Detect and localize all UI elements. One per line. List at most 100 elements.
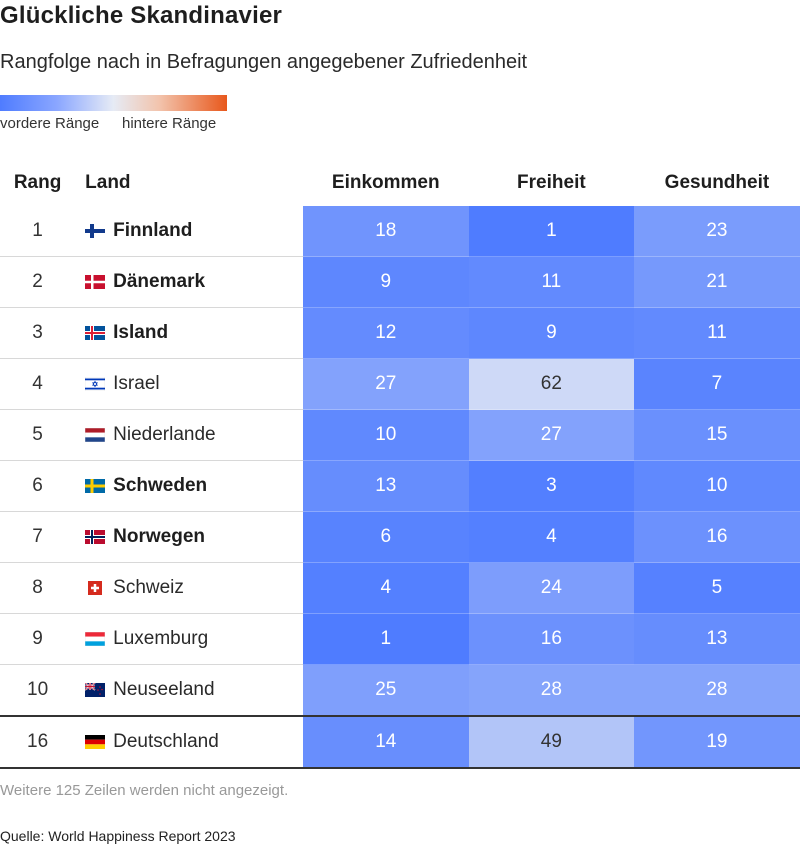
table-row: 8 Schweiz 4 24 5 [0, 562, 800, 614]
hidden-rows-note: Weitere 125 Zeilen werden nicht angezeig… [0, 782, 289, 799]
value-cell-income: 4 [302, 562, 469, 614]
table-row: 1 Finnland 18 1 23 [0, 206, 800, 257]
table-row: 10 Neuseeland 25 28 28 [0, 664, 800, 717]
rank-cell: 8 [0, 562, 76, 614]
rank-cell: 2 [0, 256, 76, 308]
value-cell-health: 5 [633, 562, 800, 614]
new-zealand-flag-icon [85, 683, 106, 697]
rank-cell: 5 [0, 409, 76, 461]
chart-subtitle: Rangfolge nach in Befragungen angegebene… [0, 51, 528, 73]
rank-cell: 1 [0, 206, 76, 257]
column-header-health: Gesundheit [664, 172, 770, 193]
country-name: Island [113, 322, 169, 343]
country-cell: Island [75, 307, 303, 359]
value-cell-health: 10 [633, 460, 800, 512]
value-cell-income: 18 [302, 206, 469, 257]
rank-cell: 3 [0, 307, 76, 359]
value-cell-freedom: 4 [468, 511, 634, 563]
country-name: Finnland [113, 220, 193, 241]
country-cell: Finnland [75, 206, 303, 257]
legend-label-left: vordere Ränge [0, 115, 100, 132]
value-cell-health: 13 [633, 613, 800, 665]
rank-cell: 7 [0, 511, 76, 563]
legend-gradient-bar [0, 95, 227, 111]
country-name: Deutschland [113, 731, 219, 752]
value-cell-freedom: 9 [468, 307, 634, 359]
value-cell-health: 28 [633, 664, 800, 717]
table-row: 2 Dänemark 9 11 21 [0, 256, 800, 308]
country-name: Neuseeland [113, 679, 215, 700]
value-cell-freedom: 3 [468, 460, 634, 512]
table-header-row: Rang Land Einkommen Freiheit Gesundheit [0, 160, 800, 206]
value-cell-health: 23 [633, 206, 800, 257]
value-cell-health: 11 [633, 307, 800, 359]
value-cell-freedom: 11 [468, 256, 634, 308]
rank-cell: 6 [0, 460, 76, 512]
table-row: 5 Niederlande 10 27 15 [0, 409, 800, 461]
legend-label-right: hintere Ränge [122, 115, 217, 132]
value-cell-freedom: 28 [468, 664, 634, 717]
table-body: 1 Finnland 18 1 23 2 Dänemark 9 11 21 3 Island 12 9 11… [0, 206, 800, 769]
country-cell: Neuseeland [75, 664, 303, 717]
country-cell: Niederlande [75, 409, 303, 461]
source-note: Quelle: World Happiness Report 2023 [0, 828, 236, 844]
value-cell-freedom: 62 [468, 358, 634, 410]
country-cell: Dänemark [75, 256, 303, 308]
value-cell-health: 7 [633, 358, 800, 410]
table-row: 3 Island 12 9 11 [0, 307, 800, 359]
denmark-flag-icon [85, 275, 106, 289]
country-cell: Schweden [75, 460, 303, 512]
netherlands-flag-icon [85, 428, 106, 442]
country-cell: Israel [75, 358, 303, 410]
israel-flag-icon [85, 377, 106, 391]
chart-title: Glückliche Skandinavier [0, 2, 283, 29]
value-cell-income: 10 [302, 409, 469, 461]
rank-cell: 4 [0, 358, 76, 410]
column-header-rank: Rang [13, 172, 62, 193]
value-cell-income: 14 [302, 715, 469, 769]
sweden-flag-icon [85, 479, 106, 493]
country-name: Luxemburg [113, 628, 209, 649]
rank-cell: 10 [0, 664, 76, 717]
country-cell: Luxemburg [75, 613, 303, 665]
value-cell-income: 6 [302, 511, 469, 563]
value-cell-freedom: 16 [468, 613, 634, 665]
value-cell-income: 25 [302, 664, 469, 717]
table-row: 4 Israel 27 62 7 [0, 358, 800, 410]
value-cell-income: 13 [302, 460, 469, 512]
table-row: 7 Norwegen 6 4 16 [0, 511, 800, 563]
rank-cell: 9 [0, 613, 76, 665]
country-cell: Norwegen [75, 511, 303, 563]
column-header-income: Einkommen [331, 172, 440, 193]
value-cell-health: 16 [633, 511, 800, 563]
value-cell-freedom: 27 [468, 409, 634, 461]
value-cell-freedom: 49 [468, 715, 634, 769]
country-name: Israel [113, 373, 160, 394]
luxembourg-flag-icon [85, 632, 106, 646]
country-name: Dänemark [113, 271, 206, 292]
country-cell: Deutschland [75, 715, 303, 769]
finland-flag-icon [85, 224, 106, 238]
switzerland-flag-icon [88, 581, 103, 595]
value-cell-health: 21 [633, 256, 800, 308]
ranking-table: Rang Land Einkommen Freiheit Gesundheit … [0, 160, 800, 769]
table-row: 9 Luxemburg 1 16 13 [0, 613, 800, 665]
value-cell-freedom: 1 [468, 206, 634, 257]
column-header-country: Land [85, 172, 131, 193]
value-cell-income: 27 [302, 358, 469, 410]
value-cell-income: 12 [302, 307, 469, 359]
value-cell-freedom: 24 [468, 562, 634, 614]
table-row: 16 Deutschland 14 49 19 [0, 715, 800, 769]
value-cell-health: 15 [633, 409, 800, 461]
country-name: Niederlande [113, 424, 216, 445]
germany-flag-icon [85, 735, 106, 749]
value-cell-income: 9 [302, 256, 469, 308]
norway-flag-icon [85, 530, 106, 544]
value-cell-health: 19 [633, 715, 800, 769]
country-name: Schweden [113, 475, 208, 496]
column-header-freedom: Freiheit [517, 172, 586, 193]
rank-cell: 16 [0, 715, 76, 769]
value-cell-income: 1 [302, 613, 469, 665]
iceland-flag-icon [85, 326, 106, 340]
country-name: Norwegen [113, 526, 205, 547]
